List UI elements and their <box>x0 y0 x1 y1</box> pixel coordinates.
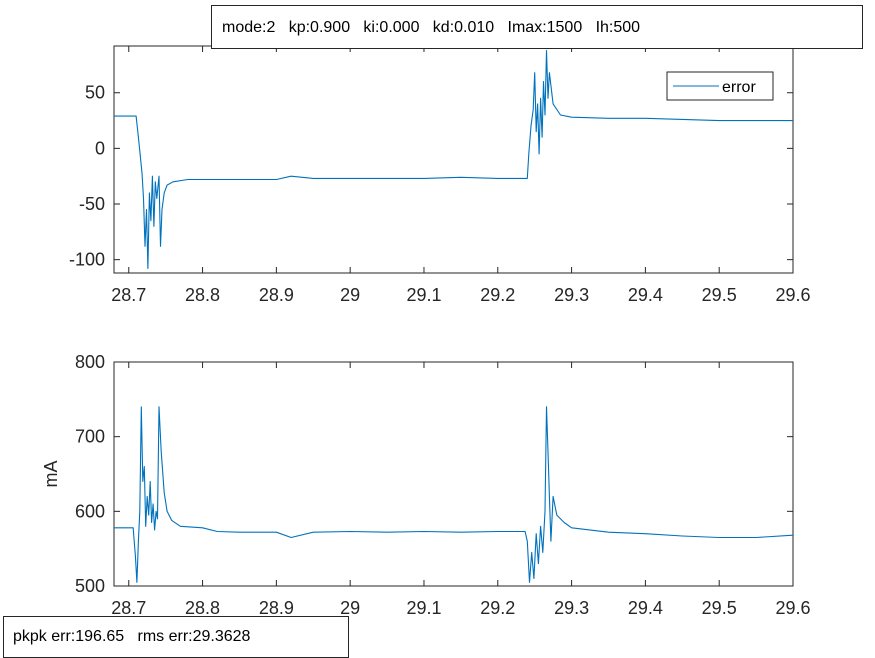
x-tick-label: 29 <box>340 285 360 305</box>
x-tick-label: 29.4 <box>628 598 663 618</box>
x-tick-label: 29.1 <box>406 598 441 618</box>
x-tick-label: 29.6 <box>775 598 810 618</box>
legend-label: error <box>722 79 756 96</box>
x-tick-label: 29.2 <box>480 285 515 305</box>
y-tick-label: 500 <box>75 576 105 596</box>
x-tick-label: 29.3 <box>554 285 589 305</box>
x-tick-label: 29.3 <box>554 598 589 618</box>
y-tick-label: -50 <box>79 194 105 214</box>
x-tick-label: 28.7 <box>111 285 146 305</box>
x-tick-label: 28.7 <box>111 598 146 618</box>
x-tick-label: 29.1 <box>406 285 441 305</box>
params-annotation: mode:2 kp:0.900 ki:0.000 kd:0.010 Imax:1… <box>211 5 863 49</box>
y-tick-label: 50 <box>85 83 105 103</box>
x-tick-label: 29.2 <box>480 598 515 618</box>
x-tick-label: 29.5 <box>702 598 737 618</box>
x-tick-label: 28.9 <box>259 598 294 618</box>
x-tick-label: 29.4 <box>628 285 663 305</box>
stats-annotation: pkpk err:196.65 rms err:29.3628 <box>3 616 349 658</box>
x-tick-label: 29.5 <box>702 285 737 305</box>
x-tick-label: 28.8 <box>185 598 220 618</box>
x-tick-label: 29.6 <box>775 285 810 305</box>
y-tick-label: 0 <box>95 138 105 158</box>
y-tick-label: 800 <box>75 352 105 372</box>
x-tick-label: 28.9 <box>259 285 294 305</box>
legend: error <box>667 72 773 100</box>
y-tick-label: 600 <box>75 501 105 521</box>
current-axes: 28.7 28.8 28.9 29 29.1 29.2 29.3 29.4 29.5 29.6 50… <box>41 352 811 618</box>
error-axes: 28.7 28.8 28.9 29 29.1 29.2 29.3 29.4 29.5 29.6 -1… <box>69 46 811 305</box>
axes-box <box>114 362 793 586</box>
x-tick-label: 28.8 <box>185 285 220 305</box>
x-tick-label: 29 <box>340 598 360 618</box>
y-axis-label: mA <box>41 461 61 488</box>
y-tick-label: -100 <box>69 250 105 270</box>
y-tick-label: 700 <box>75 427 105 447</box>
